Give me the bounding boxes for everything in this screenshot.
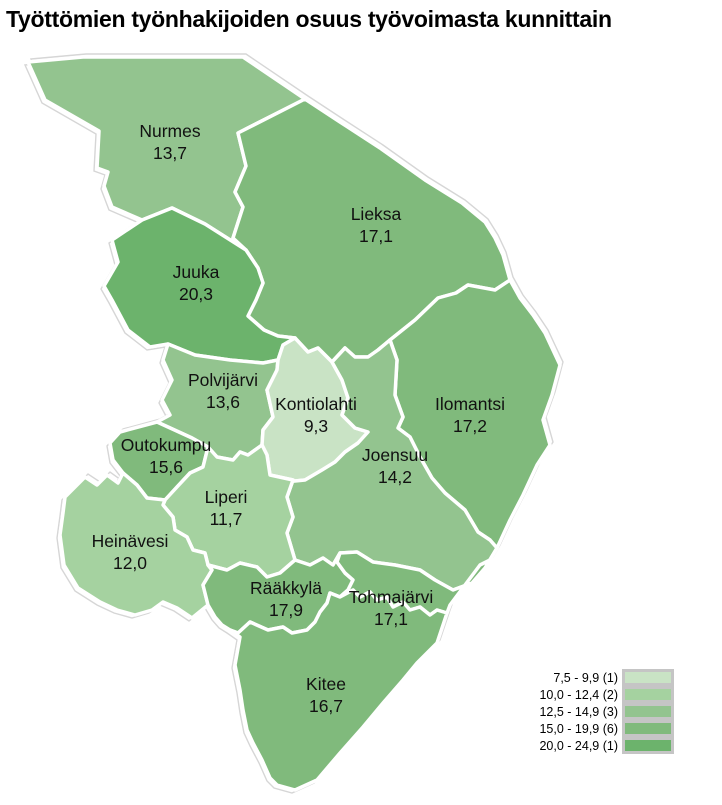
region-label-name: Tohmajärvi (349, 587, 434, 607)
legend-row: 15,0 - 19,9 (6) (528, 720, 674, 737)
legend-row: 20,0 - 24,9 (1) (528, 737, 674, 754)
region-label-name: Heinävesi (92, 531, 169, 551)
region-label-name: Lieksa (351, 204, 402, 224)
region-label-value: 12,0 (113, 553, 147, 573)
region-label-name: Juuka (173, 262, 220, 282)
legend-swatch (622, 720, 674, 737)
region-kitee (228, 588, 449, 792)
region-label-value: 13,6 (206, 392, 240, 412)
region-label-value: 13,7 (153, 143, 187, 163)
region-label-value: 9,3 (304, 416, 328, 436)
legend-label: 20,0 - 24,9 (1) (539, 738, 618, 753)
legend-swatch (622, 686, 674, 703)
region-label-name: Liperi (205, 487, 248, 507)
region-label-name: Ilomantsi (435, 394, 505, 414)
region-label-name: Kontiolahti (275, 394, 357, 414)
legend-swatch (622, 737, 674, 754)
legend-row: 7,5 - 9,9 (1) (528, 669, 674, 686)
region-label-name: Rääkkylä (250, 578, 322, 598)
region-label-name: Nurmes (139, 121, 201, 141)
region-label-value: 16,7 (309, 696, 343, 716)
legend-label: 10,0 - 12,4 (2) (539, 687, 618, 702)
legend-row: 10,0 - 12,4 (2) (528, 686, 674, 703)
region-label-name: Joensuu (362, 445, 428, 465)
region-label-value: 15,6 (149, 457, 183, 477)
map-title: Työttömien työnhakijoiden osuus työvoima… (6, 6, 612, 32)
legend-swatch (622, 703, 674, 720)
region-label-value: 17,9 (269, 600, 303, 620)
region-label-value: 11,7 (210, 509, 243, 529)
region-label-name: Outokumpu (121, 435, 211, 455)
region-label-name: Polvijärvi (188, 370, 258, 390)
legend-label: 7,5 - 9,9 (1) (553, 670, 618, 685)
region-label-value: 14,2 (378, 467, 412, 487)
legend: 7,5 - 9,9 (1) 10,0 - 12,4 (2) 12,5 - 14,… (528, 669, 674, 754)
legend-label: 15,0 - 19,9 (6) (539, 721, 618, 736)
region-label-name: Kitee (306, 674, 346, 694)
legend-row: 12,5 - 14,9 (3) (528, 703, 674, 720)
region-label-value: 17,2 (453, 416, 487, 436)
region-label-value: 20,3 (179, 284, 213, 304)
region-label-value: 17,1 (359, 226, 393, 246)
legend-label: 12,5 - 14,9 (3) (539, 704, 618, 719)
region-label-value: 17,1 (374, 609, 408, 629)
legend-swatch (622, 669, 674, 686)
